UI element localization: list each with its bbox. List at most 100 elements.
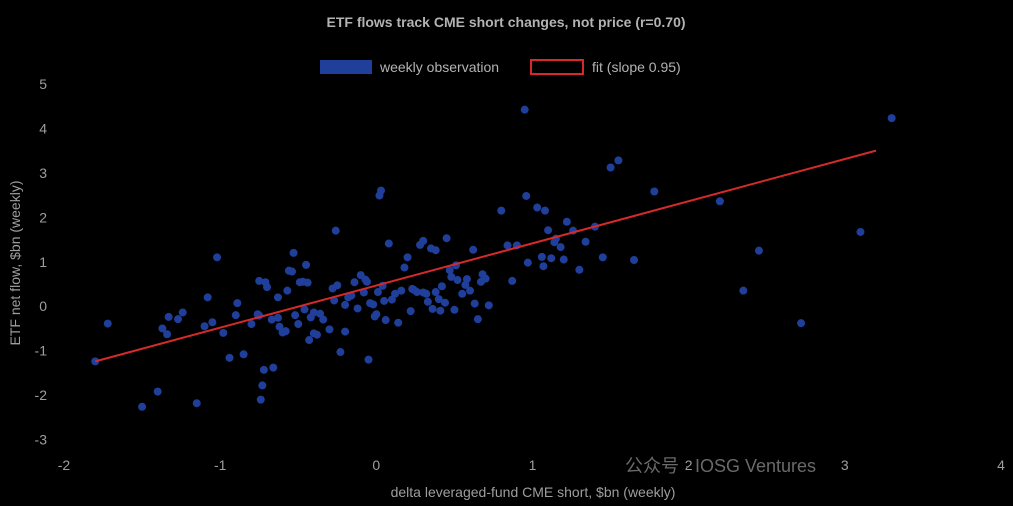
y-tick-label: -3	[35, 432, 48, 448]
data-point	[469, 245, 478, 254]
data-point	[412, 288, 421, 297]
y-tick-label: 0	[39, 298, 47, 314]
data-point	[233, 299, 242, 308]
legend[interactable]: weekly observation fit (slope 0.95)	[320, 59, 681, 75]
x-tick-label: 3	[841, 457, 849, 473]
data-point	[436, 306, 445, 315]
data-point	[258, 381, 267, 390]
data-point	[369, 300, 378, 309]
data-point	[559, 255, 568, 264]
data-point	[520, 105, 529, 114]
data-point	[303, 278, 312, 287]
data-point	[213, 253, 222, 262]
data-point	[319, 315, 328, 324]
data-point	[470, 299, 479, 308]
y-tick-label: 4	[39, 120, 47, 136]
data-point	[450, 305, 459, 314]
data-point	[103, 319, 112, 328]
data-point	[562, 217, 571, 226]
data-point	[739, 286, 748, 295]
data-point	[380, 296, 389, 305]
data-point	[539, 262, 548, 271]
data-point	[219, 328, 228, 337]
x-tick-labels: -2 -1 0 1 2 3 4	[58, 457, 1005, 473]
y-axis-title: ETF net flow, $bn (weekly)	[7, 181, 23, 346]
data-point	[533, 203, 542, 212]
data-point	[158, 324, 167, 333]
scatter-points	[91, 105, 896, 411]
data-point	[453, 276, 462, 285]
data-point	[353, 304, 362, 313]
data-point	[373, 288, 382, 297]
x-tick-label: 4	[997, 457, 1005, 473]
data-point	[302, 260, 311, 269]
data-point	[462, 275, 471, 284]
y-tick-label: -1	[35, 343, 48, 359]
data-point	[381, 316, 390, 325]
x-tick-label: -2	[58, 457, 71, 473]
data-point	[447, 272, 456, 281]
data-point	[598, 253, 607, 262]
data-point	[522, 191, 531, 200]
data-point	[273, 293, 282, 302]
data-point	[715, 197, 724, 206]
data-point	[523, 258, 532, 267]
x-tick-label: 2	[685, 457, 693, 473]
data-point	[372, 310, 381, 319]
data-point	[336, 348, 345, 357]
data-point	[547, 254, 556, 263]
y-tick-label: 3	[39, 165, 47, 181]
data-point	[330, 296, 339, 305]
data-point	[288, 267, 297, 276]
y-tick-label: 1	[39, 254, 47, 270]
watermark: 公众号 · IOSG Ventures	[625, 456, 816, 476]
data-point	[856, 227, 865, 236]
data-point	[341, 327, 350, 336]
x-tick-label: 1	[529, 457, 537, 473]
data-point	[247, 320, 256, 329]
data-point	[350, 278, 359, 287]
data-point	[428, 304, 437, 313]
x-tick-label: -1	[214, 457, 227, 473]
data-point	[384, 239, 393, 248]
data-point	[442, 234, 451, 243]
data-point	[434, 295, 443, 304]
data-point	[289, 248, 298, 257]
data-point	[309, 308, 318, 317]
legend-swatch-observation	[320, 60, 372, 74]
data-point	[441, 298, 450, 307]
data-point	[403, 253, 412, 262]
data-point	[174, 315, 183, 324]
data-point	[400, 263, 409, 272]
data-point	[164, 312, 173, 321]
data-point	[259, 365, 268, 374]
data-point	[291, 311, 300, 320]
data-point	[556, 243, 565, 252]
data-point	[797, 319, 806, 328]
data-point	[300, 305, 309, 314]
data-point	[362, 277, 371, 286]
data-point	[281, 327, 290, 336]
data-point	[331, 226, 340, 235]
data-point	[256, 395, 265, 404]
data-point	[423, 297, 432, 306]
y-tick-labels: -3 -2 -1 0 1 2 3 4 5	[35, 76, 48, 448]
data-point	[294, 320, 303, 329]
legend-swatch-fit	[530, 59, 584, 75]
data-point	[754, 246, 763, 255]
data-point	[606, 163, 615, 172]
y-tick-label: -2	[35, 387, 48, 403]
data-point	[419, 236, 428, 245]
data-point	[200, 322, 209, 331]
data-point	[163, 330, 172, 339]
data-point	[312, 330, 321, 339]
data-point	[239, 350, 248, 359]
data-point	[887, 114, 896, 123]
data-point	[497, 206, 506, 215]
data-point	[481, 274, 490, 283]
data-point	[231, 311, 240, 320]
data-point	[192, 399, 201, 408]
data-point	[630, 255, 639, 264]
data-point	[283, 286, 292, 295]
